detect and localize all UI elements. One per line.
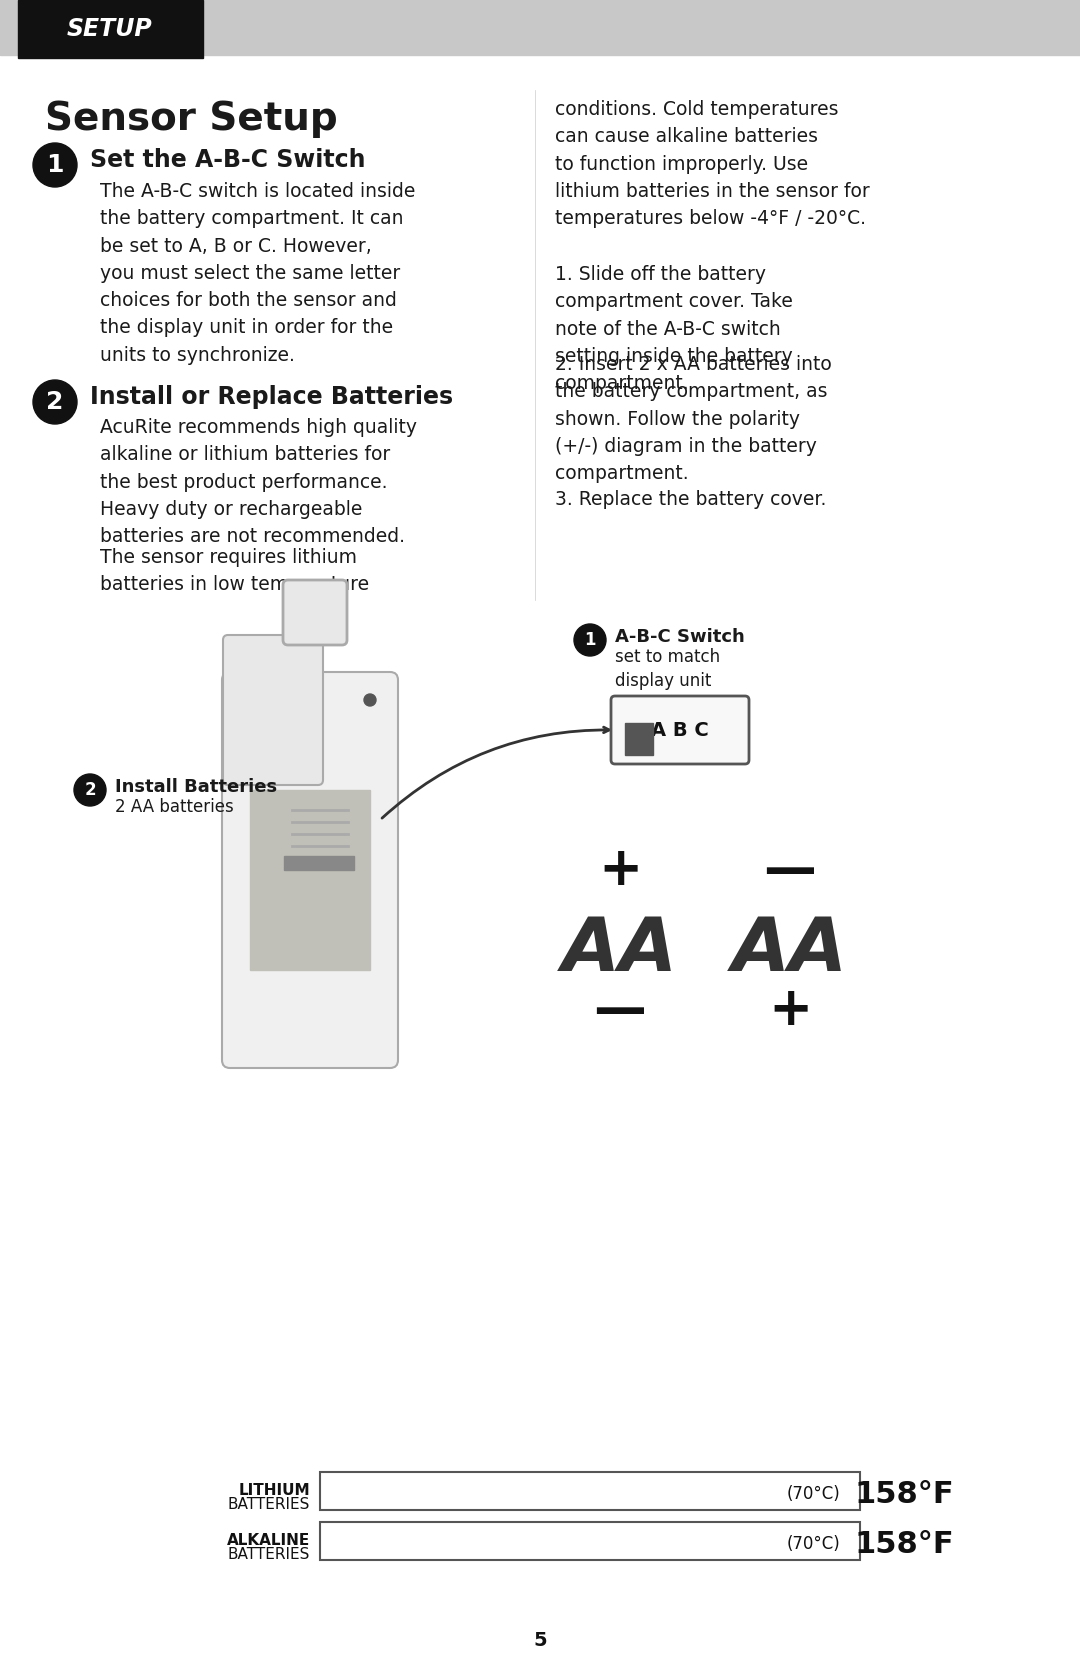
Text: SETUP: SETUP	[67, 17, 153, 42]
FancyBboxPatch shape	[283, 581, 347, 644]
Text: 5: 5	[534, 1631, 546, 1649]
Text: 1: 1	[46, 154, 64, 177]
Text: —: —	[594, 985, 647, 1036]
Text: 158°F: 158°F	[855, 1479, 955, 1509]
Bar	[249, 789, 370, 970]
Bar	[0, 0, 1080, 55]
Bar	[320, 1522, 860, 1561]
FancyBboxPatch shape	[222, 634, 323, 784]
FancyBboxPatch shape	[611, 696, 750, 764]
Text: —: —	[764, 845, 816, 896]
Text: The A-B-C switch is located inside
the battery compartment. It can
be set to A, : The A-B-C switch is located inside the b…	[100, 182, 416, 364]
Text: A B C: A B C	[651, 721, 708, 739]
Text: Install Batteries: Install Batteries	[114, 778, 278, 796]
Text: Sensor Setup: Sensor Setup	[45, 100, 338, 139]
Text: 2: 2	[46, 391, 64, 414]
FancyBboxPatch shape	[222, 673, 399, 1068]
Text: A-B-C Switch: A-B-C Switch	[615, 628, 745, 646]
Text: Install or Replace Batteries: Install or Replace Batteries	[90, 386, 454, 409]
Text: 158°F: 158°F	[855, 1529, 955, 1559]
Text: The sensor requires lithium
batteries in low temperature: The sensor requires lithium batteries in…	[100, 547, 369, 594]
Text: set to match
display unit: set to match display unit	[615, 648, 720, 689]
Text: 1: 1	[584, 631, 596, 649]
Bar	[625, 723, 653, 754]
Text: LITHIUM: LITHIUM	[239, 1482, 310, 1497]
Text: +: +	[598, 845, 643, 896]
Text: 2. Insert 2 x AA batteries into
the battery compartment, as
shown. Follow the po: 2. Insert 2 x AA batteries into the batt…	[555, 355, 832, 482]
Bar	[18, 0, 203, 58]
Text: 1. Slide off the battery
compartment cover. Take
note of the A-B-C switch
settin: 1. Slide off the battery compartment cov…	[555, 265, 793, 392]
Circle shape	[364, 694, 376, 706]
Text: conditions. Cold temperatures
can cause alkaline batteries
to function improperl: conditions. Cold temperatures can cause …	[555, 100, 869, 229]
Text: (70°C): (70°C)	[786, 1535, 840, 1552]
Bar	[284, 856, 354, 870]
Text: AcuRite recommends high quality
alkaline or lithium batteries for
the best produ: AcuRite recommends high quality alkaline…	[100, 417, 417, 546]
Text: ALKALINE: ALKALINE	[227, 1532, 310, 1547]
Text: 2 AA batteries: 2 AA batteries	[114, 798, 233, 816]
Text: (70°C): (70°C)	[786, 1485, 840, 1504]
Text: AA: AA	[732, 913, 848, 986]
Circle shape	[75, 774, 106, 806]
Text: AA: AA	[562, 913, 678, 986]
Circle shape	[573, 624, 606, 656]
Text: 3. Replace the battery cover.: 3. Replace the battery cover.	[555, 491, 826, 509]
Text: 2: 2	[84, 781, 96, 799]
Circle shape	[33, 381, 77, 424]
Circle shape	[33, 144, 77, 187]
Text: BATTERIES: BATTERIES	[228, 1547, 310, 1562]
Text: BATTERIES: BATTERIES	[228, 1497, 310, 1512]
Text: Set the A-B-C Switch: Set the A-B-C Switch	[90, 149, 365, 172]
Bar	[320, 1472, 860, 1510]
Text: +: +	[768, 985, 812, 1036]
